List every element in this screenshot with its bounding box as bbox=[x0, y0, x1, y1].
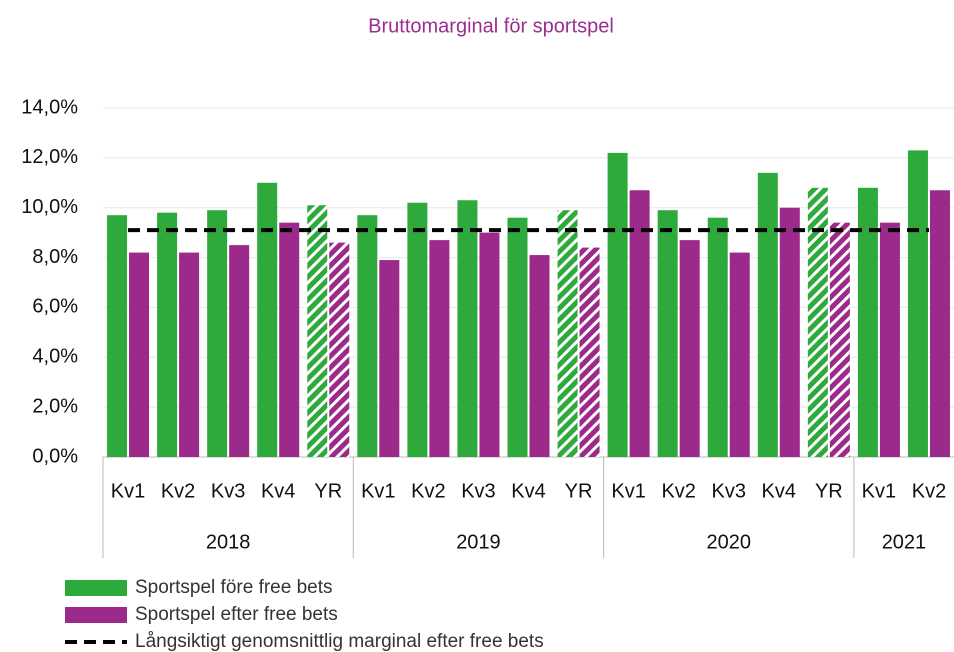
group-label: 2018 bbox=[206, 531, 251, 553]
bar bbox=[807, 187, 828, 457]
bar bbox=[157, 212, 178, 457]
bar bbox=[379, 260, 400, 457]
legend-swatch bbox=[65, 580, 127, 596]
y-tick-label: 4,0% bbox=[32, 346, 78, 368]
y-tick-label: 14,0% bbox=[21, 96, 78, 118]
bar bbox=[107, 215, 128, 457]
x-tick-label: Kv2 bbox=[411, 480, 445, 502]
x-tick-label: YR bbox=[314, 480, 342, 502]
bar bbox=[457, 200, 478, 457]
x-tick-label: YR bbox=[565, 480, 593, 502]
bar bbox=[657, 210, 678, 457]
bar bbox=[357, 215, 378, 457]
x-tick-label: Kv1 bbox=[862, 480, 896, 502]
x-tick-label: Kv4 bbox=[762, 480, 796, 502]
group-label: 2020 bbox=[706, 531, 751, 553]
bar bbox=[407, 202, 428, 457]
bar bbox=[829, 222, 850, 457]
bar bbox=[907, 150, 928, 457]
bar bbox=[679, 240, 700, 457]
x-tick-label: Kv3 bbox=[211, 480, 245, 502]
bar bbox=[757, 172, 778, 458]
bar bbox=[207, 210, 228, 457]
x-tick-label: Kv2 bbox=[912, 480, 946, 502]
bar bbox=[279, 222, 300, 457]
x-tick-label: Kv2 bbox=[161, 480, 195, 502]
bar bbox=[329, 242, 350, 457]
x-tick-label: Kv1 bbox=[611, 480, 645, 502]
group-label: 2019 bbox=[456, 531, 501, 553]
y-tick-label: 6,0% bbox=[32, 296, 78, 318]
bar bbox=[429, 240, 450, 457]
bar bbox=[857, 187, 878, 457]
bar bbox=[629, 190, 650, 457]
bar bbox=[729, 252, 750, 457]
legend-label: Sportspel efter free bets bbox=[135, 604, 338, 625]
x-tick-label: Kv1 bbox=[361, 480, 395, 502]
x-tick-label: Kv1 bbox=[111, 480, 145, 502]
bar bbox=[229, 245, 250, 457]
bar bbox=[929, 190, 950, 457]
bar bbox=[529, 255, 550, 457]
x-tick-label: Kv4 bbox=[511, 480, 545, 502]
bar bbox=[257, 182, 278, 458]
legend-swatch bbox=[65, 607, 127, 623]
bar bbox=[779, 207, 800, 457]
y-tick-label: 2,0% bbox=[32, 395, 78, 417]
legend-label: Långsiktigt genomsnittlig marginal efter… bbox=[135, 631, 544, 652]
group-label: 2021 bbox=[882, 531, 927, 553]
bar bbox=[307, 205, 328, 457]
x-tick-label: YR bbox=[815, 480, 843, 502]
bar bbox=[579, 247, 600, 457]
x-tick-label: Kv2 bbox=[661, 480, 695, 502]
bar bbox=[879, 222, 900, 457]
legend-label: Sportspel före free bets bbox=[135, 577, 333, 598]
y-tick-label: 10,0% bbox=[21, 196, 78, 218]
bar bbox=[507, 217, 528, 457]
bar bbox=[607, 152, 628, 457]
y-tick-label: 0,0% bbox=[32, 445, 78, 467]
bar bbox=[179, 252, 200, 457]
chart-title: Bruttomarginal för sportspel bbox=[368, 15, 614, 37]
y-tick-label: 12,0% bbox=[21, 146, 78, 168]
bar bbox=[707, 217, 728, 457]
bar bbox=[557, 210, 578, 457]
bar bbox=[129, 252, 150, 457]
x-tick-label: Kv3 bbox=[712, 480, 746, 502]
x-tick-label: Kv3 bbox=[461, 480, 495, 502]
y-tick-label: 8,0% bbox=[32, 246, 78, 268]
x-tick-label: Kv4 bbox=[261, 480, 295, 502]
bar bbox=[479, 232, 500, 457]
